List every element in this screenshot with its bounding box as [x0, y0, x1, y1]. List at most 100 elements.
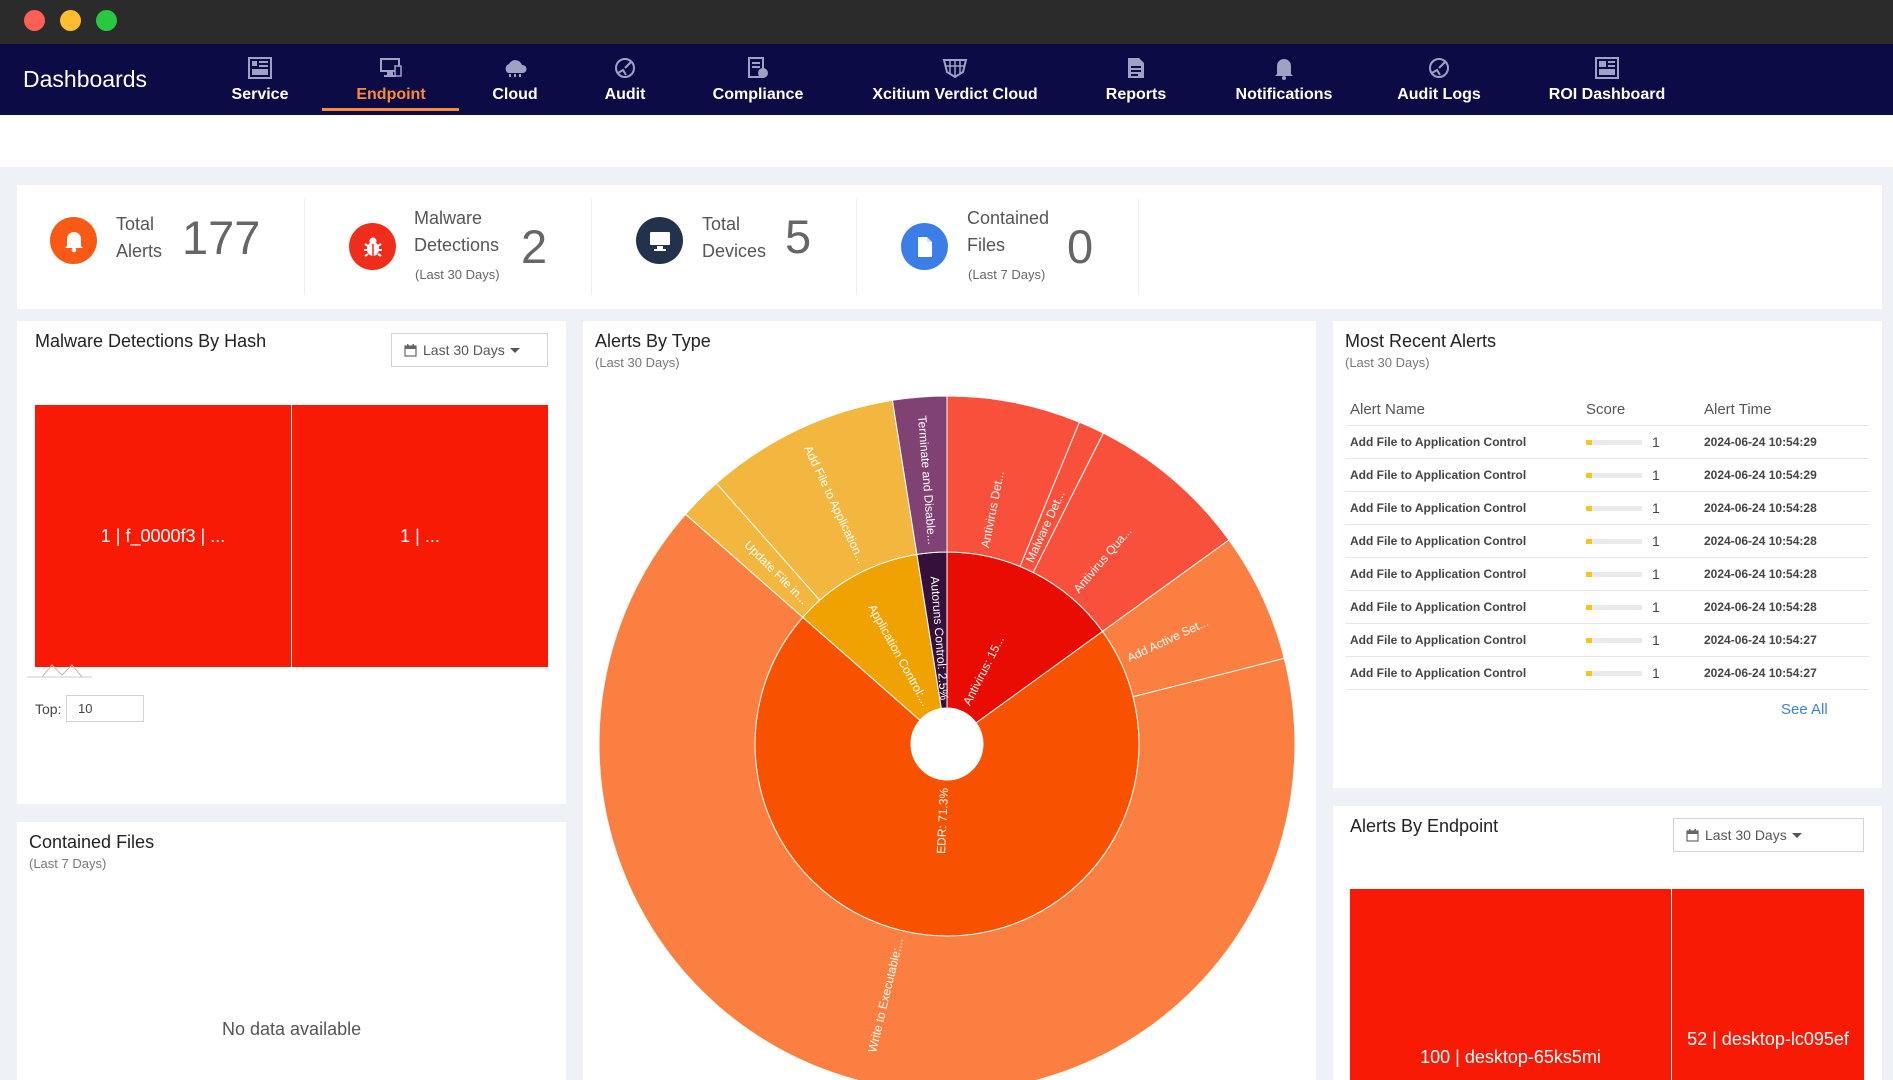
treemap-cell[interactable]: 52 | desktop-lc095ef — [1672, 889, 1864, 1080]
treemap-cell[interactable]: 1 | f_0000f3 | ... — [35, 405, 291, 667]
treemap-cell-label: 1 | ... — [400, 525, 440, 546]
alert-name-cell: Add File to Application Control — [1345, 623, 1581, 657]
total-devices-label: Total Devices — [702, 214, 767, 261]
nav-tab-endpoint[interactable]: Endpoint — [355, 44, 427, 115]
file-icon — [901, 223, 948, 270]
sunburst-outer-segment[interactable] — [891, 395, 948, 555]
nav-tab-label: Reports — [1105, 86, 1167, 103]
alert-time-cell: 2024-06-24 10:54:29 — [1699, 458, 1869, 492]
alert-name-cell: Add File to Application Control — [1345, 557, 1581, 591]
alert-name-cell: Add File to Application Control — [1345, 458, 1581, 492]
malware-detections-label: Malware Detections — [414, 208, 500, 255]
malware-detections-value: 2 — [521, 220, 548, 273]
table-row[interactable]: Add File to Application Control 1 2024-06-… — [1345, 425, 1869, 459]
score-value: 1 — [1652, 631, 1660, 648]
table-row[interactable]: Add File to Application Control 1 2024-06-… — [1345, 557, 1869, 591]
total-devices-value: 5 — [785, 210, 812, 263]
alert-time-cell: 2024-06-24 10:54:28 — [1699, 524, 1869, 558]
alert-name-cell: Add File to Application Control — [1345, 491, 1581, 525]
brand-title[interactable]: Dashboards — [23, 66, 148, 92]
score-bar — [1586, 473, 1642, 479]
alert-name-cell: Add File to Application Control — [1345, 425, 1581, 459]
table-row[interactable]: Add File to Application Control 1 2024-06-… — [1345, 623, 1869, 657]
contained-files-period: (Last 7 Days) — [968, 267, 1046, 282]
alert-time-cell: 2024-06-24 10:54:29 — [1699, 425, 1869, 459]
column-header-alert-time[interactable]: Alert Time — [1699, 395, 1869, 426]
total-alerts-value: 177 — [182, 211, 261, 264]
summary-stats: Total Alerts 177 Malware Detections (Last … — [17, 185, 1882, 309]
see-all-link[interactable]: See All — [1781, 701, 1828, 718]
score-bar-fill — [1586, 671, 1592, 677]
nav-tab-label: Audit Logs — [1397, 86, 1481, 103]
alert-time-cell: 2024-06-24 10:54:27 — [1699, 623, 1869, 657]
recent-alerts-table: Alert Name Score Alert Time Add File to … — [1345, 395, 1869, 690]
alert-name-cell: Add File to Application Control — [1345, 656, 1581, 690]
alerts-by-type-card: Alerts By Type (Last 30 Days) Antivirus … — [583, 321, 1316, 1080]
minimize-window-button[interactable] — [60, 10, 81, 31]
alert-score-cell: 1 — [1581, 524, 1699, 558]
nav-tab-xcitium-verdict-cloud[interactable]: Xcitium Verdict Cloud — [871, 44, 1039, 115]
compliance-icon — [745, 55, 771, 81]
chevron-down-icon — [509, 347, 520, 353]
table-row[interactable]: Add File to Application Control 1 2024-06-… — [1345, 656, 1869, 690]
chevron-down-icon — [1791, 832, 1802, 838]
treemap-cell[interactable]: 1 | ... — [292, 405, 548, 667]
treemap-cell[interactable]: 100 | desktop-65ks5mi — [1350, 889, 1671, 1080]
empty-state-message: No data available — [222, 1019, 362, 1039]
nav-tab-audit[interactable]: Audit — [601, 44, 649, 115]
treemap-cell-label: 52 | desktop-lc095ef — [1687, 1029, 1849, 1049]
roi-dashboard-icon — [1594, 55, 1620, 81]
maximize-window-button[interactable] — [96, 10, 117, 31]
nav-tab-service[interactable]: Service — [228, 44, 292, 115]
sunburst-outer-segment[interactable] — [598, 513, 1296, 1080]
monitor-icon — [636, 217, 683, 264]
audit-logs-icon — [1426, 55, 1452, 81]
table-header-row: Alert Name Score Alert Time — [1345, 395, 1869, 426]
alerts-by-endpoint-card: Alerts By Endpoint Last 30 Days 100 | de… — [1333, 806, 1882, 1080]
score-value: 1 — [1652, 532, 1660, 549]
score-value: 1 — [1652, 664, 1660, 681]
active-tab-indicator — [322, 108, 459, 111]
column-header-alert-name[interactable]: Alert Name — [1345, 395, 1581, 426]
score-bar — [1586, 605, 1642, 611]
date-range-label: Last 30 Days — [423, 342, 505, 358]
nav-tab-reports[interactable]: Reports — [1106, 44, 1166, 115]
stat-divider — [856, 199, 857, 295]
treemap-cell-label: 1 | f_0000f3 | ... — [100, 525, 226, 546]
sunburst-segment-label: EDR: 71.3% — [934, 787, 951, 854]
total-alerts-bell-icon — [50, 217, 97, 264]
window-titlebar — [0, 0, 1893, 44]
nav-tab-notifications[interactable]: Notifications — [1232, 44, 1336, 115]
nav-tab-label: Audit — [604, 86, 646, 103]
table-row[interactable]: Add File to Application Control 1 2024-06-… — [1345, 524, 1869, 558]
endpoint-icon — [378, 55, 404, 81]
score-bar — [1586, 671, 1642, 677]
table-row[interactable]: Add File to Application Control 1 2024-06-… — [1345, 491, 1869, 525]
top-count-input[interactable] — [66, 695, 144, 722]
score-value: 1 — [1652, 565, 1660, 582]
alert-score-cell: 1 — [1581, 656, 1699, 690]
close-window-button[interactable] — [24, 10, 45, 31]
alert-score-cell: 1 — [1581, 458, 1699, 492]
score-bar — [1586, 440, 1642, 446]
alert-score-cell: 1 — [1581, 590, 1699, 624]
card-subtitle: (Last 30 Days) — [1345, 355, 1430, 370]
table-row[interactable]: Add File to Application Control 1 2024-06-… — [1345, 458, 1869, 492]
card-title: Malware Detections By Hash — [35, 331, 267, 351]
date-range-dropdown[interactable]: Last 30 Days — [1673, 818, 1864, 852]
score-bar-fill — [1586, 440, 1592, 446]
verdict-cloud-icon — [942, 55, 968, 81]
nav-tab-cloud[interactable]: Cloud — [489, 44, 541, 115]
column-header-score[interactable]: Score — [1581, 395, 1699, 426]
contained-files-value: 0 — [1067, 220, 1094, 273]
reports-icon — [1123, 55, 1149, 81]
nav-tab-audit-logs[interactable]: Audit Logs — [1397, 44, 1481, 115]
table-row[interactable]: Add File to Application Control 1 2024-06-… — [1345, 590, 1869, 624]
alert-name-cell: Add File to Application Control — [1345, 590, 1581, 624]
nav-tab-label: Compliance — [712, 86, 804, 103]
date-range-dropdown[interactable]: Last 30 Days — [391, 333, 548, 367]
nav-tab-label: Cloud — [492, 86, 538, 103]
card-title: Alerts By Type — [595, 331, 711, 351]
nav-tab-compliance[interactable]: Compliance — [711, 44, 805, 115]
nav-tab-roi-dashboard[interactable]: ROI Dashboard — [1547, 44, 1667, 115]
